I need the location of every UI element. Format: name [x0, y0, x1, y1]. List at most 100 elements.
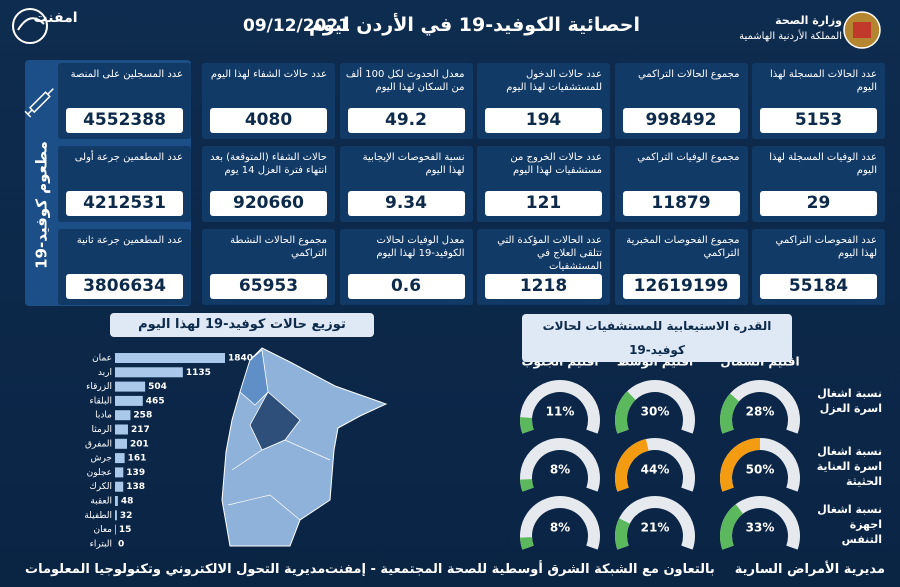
gauge-label: 28% — [746, 405, 775, 419]
gauge-fill — [615, 439, 649, 492]
value-label: 15 — [119, 525, 132, 535]
card-value: 9.34 — [347, 191, 465, 216]
value-label: 1840 — [228, 354, 253, 364]
card-label: عدد المسجلين على المنصة — [70, 69, 183, 80]
card-label: مجموع الوفيات التراكمي — [637, 152, 740, 163]
stat-card: عدد الحالات المؤكدة التي تتلقى العلاج في… — [477, 229, 610, 305]
gauge-fill — [720, 504, 744, 550]
category-label: العقبة — [90, 497, 112, 507]
gauge-fill — [520, 478, 534, 492]
metric-label: نسبة اشغال اسرة العناية الحثيثة — [816, 445, 882, 488]
stat-card: معدل الحدوث لكل 100 ألف من السكان لهذا ا… — [339, 63, 473, 139]
category-label: الطفيلة — [84, 511, 112, 521]
stat-card: نسبة الفحوصات الإيجابية لهذا اليوم 9.34 — [339, 146, 473, 222]
value-label: 201 — [130, 439, 149, 449]
gauge-label: 44% — [641, 463, 670, 477]
value-label: 161 — [128, 454, 147, 464]
bar — [115, 438, 128, 449]
gauge-label: 11% — [546, 405, 575, 419]
vaccine-card: عدد المسجلين على المنصة 4552388 — [58, 63, 191, 139]
card-label: عدد الحالات المؤكدة التي تتلقى العلاج في… — [497, 235, 602, 272]
gauge-label: 33% — [746, 521, 775, 535]
card-value: 920660 — [210, 191, 327, 216]
category-label: الكرك — [89, 482, 112, 492]
card-label: عدد حالات الدخول للمستشفيات لهذا اليوم — [506, 69, 602, 93]
gauge-fill — [720, 393, 740, 434]
vaccine-title: مطعوم كوفيد-19 — [33, 141, 51, 269]
card-value: 0.6 — [347, 274, 465, 299]
date: 09/12/2021 — [243, 16, 351, 36]
syringe-icon — [24, 88, 54, 118]
category-label: اربد — [98, 368, 112, 378]
footer-left: مديرية التحول الالكتروني وتكنولوجيا المع… — [25, 562, 326, 577]
emblem — [853, 22, 871, 38]
gauge-track — [520, 380, 600, 434]
stat-card: عدد الوفيات المسجلة لهذا اليوم 29 — [752, 146, 885, 222]
category-label: معان — [93, 525, 112, 535]
kingdom: المملكة الأردنية الهاشمية — [739, 31, 842, 42]
card-value: 4552388 — [66, 108, 183, 133]
card-label: عدد المطعمين جرعة أولى — [74, 152, 183, 163]
bar — [115, 496, 118, 506]
bar — [115, 410, 131, 421]
stat-card: حالات الشفاء (المتوقعة) بعد انتهاء فترة … — [202, 146, 335, 222]
card-value: 29 — [760, 191, 877, 216]
category-label: مادبا — [95, 411, 112, 421]
value-label: 138 — [126, 482, 145, 492]
card-label: حالات الشفاء (المتوقعة) بعد انتهاء فترة … — [210, 152, 327, 176]
card-value: 121 — [485, 191, 602, 216]
page-title: احصائية الكوفيد-19 في الأردن ليوم — [308, 14, 640, 36]
logo-icon — [12, 8, 48, 44]
value-label: 217 — [131, 425, 150, 435]
card-value: 12619199 — [622, 274, 740, 299]
gauge-label: 8% — [550, 463, 570, 477]
card-label: عدد الحالات المسجلة لهذا اليوم — [770, 69, 877, 93]
category-label: عمان — [92, 354, 112, 364]
card-value: 65953 — [210, 274, 327, 299]
metric-label: نسبة اشغال اسرة العزل — [817, 387, 882, 415]
value-label: 258 — [133, 411, 152, 421]
stat-card: عدد الحالات المسجلة لهذا اليوم 5153 — [752, 63, 885, 139]
metric-label: نسبة اشغال اجهزة التنفس — [817, 503, 882, 546]
bar — [115, 510, 117, 521]
gauge-track — [520, 438, 600, 492]
gauge-fill — [520, 536, 534, 550]
gauge-fill — [520, 417, 534, 434]
bar — [115, 453, 125, 464]
bar — [115, 395, 143, 406]
gauge-label: 30% — [641, 405, 670, 419]
card-label: عدد المطعمين جرعة ثانية — [76, 235, 183, 246]
card-value: 998492 — [622, 108, 740, 133]
stat-card: معدل الوفيات لحالات الكوفيد-19 لهذا اليو… — [339, 229, 473, 305]
card-value: 194 — [485, 108, 602, 133]
value-label: 48 — [121, 497, 134, 507]
bar — [115, 481, 124, 492]
gauge-fill — [615, 391, 636, 434]
category-label: جرش — [90, 454, 112, 464]
card-label: عدد حالات الخروج من مستشفيات لهذا اليوم — [510, 152, 602, 176]
stat-card: عدد حالات الدخول للمستشفيات لهذا اليوم 19… — [477, 63, 610, 139]
stat-card: عدد الفحوصات التراكمي لهذا اليوم 55184 — [752, 229, 885, 305]
bar — [115, 524, 116, 535]
card-label: نسبة الفحوصات الإيجابية لهذا اليوم — [362, 152, 465, 176]
stat-card: مجموع الحالات النشطة التراكمي 65953 — [202, 229, 335, 305]
value-label: 504 — [148, 382, 167, 392]
stat-card: عدد حالات الخروج من مستشفيات لهذا اليوم 1… — [477, 146, 610, 222]
card-label: مجموع الفحوصات المخبرية التراكمي — [626, 235, 740, 259]
vaccine-card: عدد المطعمين جرعة ثانية 3806634 — [58, 229, 191, 305]
stat-card: عدد حالات الشفاء لهذا اليوم 4080 — [202, 63, 335, 139]
bar — [115, 367, 183, 378]
category-label: الرمثا — [92, 425, 113, 435]
category-label: المفرق — [85, 439, 112, 449]
category-label: عجلون — [87, 468, 112, 478]
stat-card: مجموع الحالات التراكمي 998492 — [614, 63, 748, 139]
card-value: 11879 — [622, 191, 740, 216]
footer-center: بالتعاون مع الشبكة الشرق أوسطية للصحة ال… — [325, 562, 715, 577]
vaccine-card: عدد المطعمين جرعة أولى 4212531 — [58, 146, 191, 222]
card-value: 4080 — [210, 108, 327, 133]
bar — [115, 353, 225, 363]
logo-icon — [17, 17, 45, 31]
gauge-label: 21% — [641, 521, 670, 535]
card-label: مجموع الحالات النشطة التراكمي — [230, 235, 327, 259]
